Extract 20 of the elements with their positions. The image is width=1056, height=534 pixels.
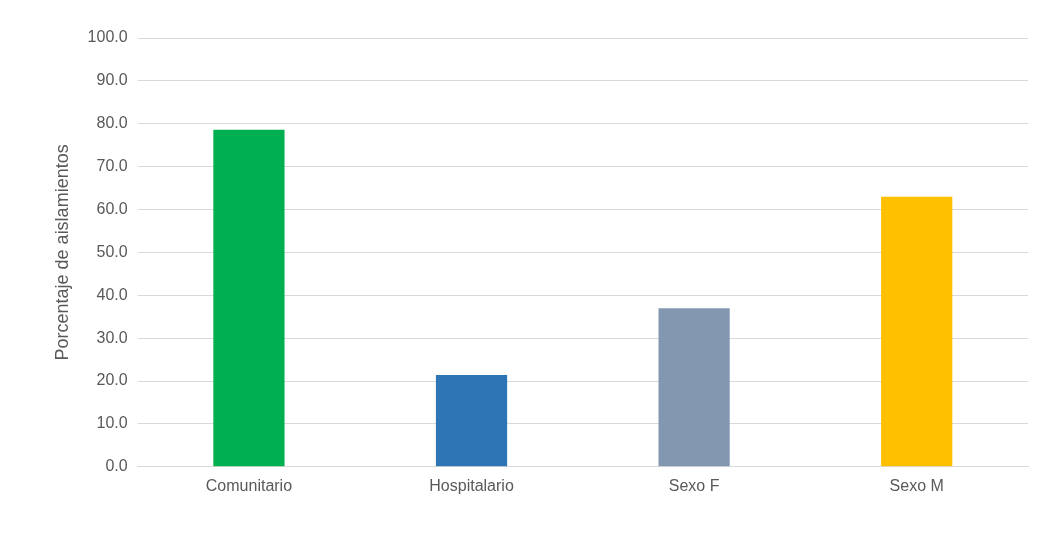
x-tick-label: Sexo F	[668, 476, 720, 494]
bar	[881, 196, 953, 467]
bar	[658, 308, 730, 467]
bar	[213, 129, 285, 467]
bar	[435, 375, 508, 467]
y-tick-label: 90.0	[96, 71, 128, 89]
x-tick-label: Comunitario	[205, 476, 293, 494]
y-tick-label: 20.0	[96, 371, 128, 389]
y-tick-label: 30.0	[96, 328, 128, 346]
y-tick-label: 80.0	[96, 114, 128, 132]
y-tick-label: 100.0	[87, 28, 128, 46]
y-axis-title: Porcentaje de aislamientos	[51, 144, 72, 361]
y-tick-label: 0.0	[105, 457, 128, 475]
y-tick-label: 50.0	[96, 242, 128, 260]
y-tick-label: 70.0	[96, 157, 128, 175]
y-tick-label: 60.0	[96, 199, 128, 217]
y-tick-label: 40.0	[96, 285, 128, 303]
y-tick-label: 10.0	[96, 414, 128, 432]
x-tick-label: Hospitalario	[429, 476, 514, 494]
x-tick-label: Sexo M	[889, 476, 944, 494]
